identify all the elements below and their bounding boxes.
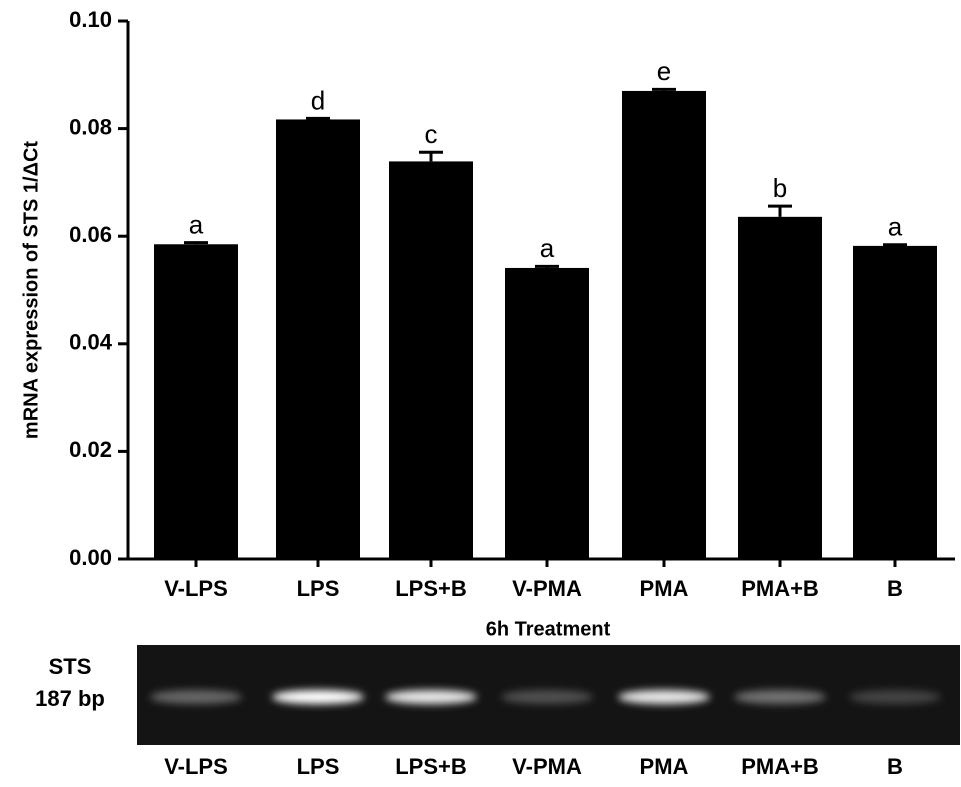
y-tick-label: 0.10 [69,7,112,32]
gel-lane-label: PMA+B [741,754,819,779]
gel-lane-label: PMA [640,754,689,779]
bar [389,161,473,559]
bar [622,90,706,559]
error-bar [535,264,559,268]
y-tick-label: 0.08 [69,114,112,139]
gel-band [150,690,242,704]
gel-band [272,690,364,704]
y-tick-label: 0.04 [69,330,113,355]
gel-band [385,690,477,704]
significance-label: e [657,56,671,86]
y-axis-label: mRNA expression of STS 1/ΔCt [20,141,42,439]
significance-label: a [540,233,555,263]
x-tick-label: V-LPS [164,576,228,601]
error-bar [768,204,792,217]
gel-band [501,690,593,704]
gel-band [849,690,941,704]
x-tick-label: PMA+B [741,576,819,601]
error-bar [419,150,443,162]
y-tick-label: 0.06 [69,222,112,247]
error-bar [652,87,676,91]
gel-band [734,690,826,704]
bar [738,216,822,559]
significance-label: a [888,212,903,242]
y-tick-label: 0.02 [69,437,112,462]
bar [154,244,238,559]
gel-lane-label: B [887,754,903,779]
x-axis-label: 6h Treatment [486,618,611,640]
gel-lane-label: V-PMA [512,754,582,779]
error-bar [184,241,208,245]
error-bar [883,243,907,247]
error-bar [306,116,330,120]
significance-label: b [773,173,787,203]
significance-label: d [311,85,325,115]
x-tick-label: V-PMA [512,576,582,601]
gel-label: 187 bp [35,686,105,711]
bar [853,245,937,559]
bar [276,119,360,559]
x-tick-label: LPS [297,576,340,601]
y-tick-label: 0.00 [69,545,112,570]
gel-lane-label: LPS [297,754,340,779]
x-tick-label: PMA [640,576,689,601]
x-tick-label: LPS+B [395,576,467,601]
significance-label: c [425,119,438,149]
gel-bands [150,690,941,704]
gel-band [618,690,710,704]
x-tick-label: B [887,576,903,601]
bar [505,267,589,559]
gel-lane-label: V-LPS [164,754,228,779]
significance-label: a [189,210,204,240]
gel-label: STS [49,654,92,679]
gel-lane-label: LPS+B [395,754,467,779]
